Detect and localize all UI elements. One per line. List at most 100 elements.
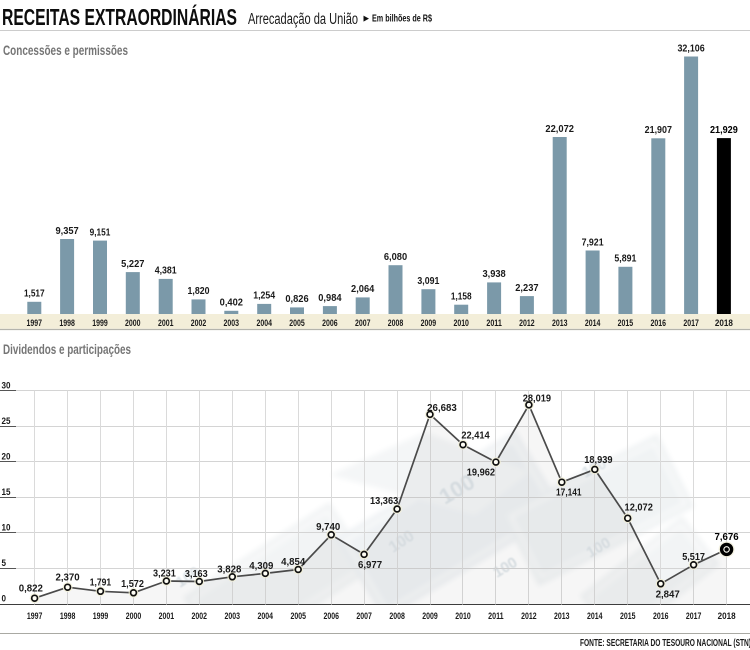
svg-text:2015: 2015 [618, 318, 634, 328]
svg-text:2010: 2010 [455, 611, 471, 621]
svg-text:2004: 2004 [256, 318, 272, 328]
svg-text:3,091: 3,091 [417, 276, 439, 287]
svg-text:1997: 1997 [27, 318, 43, 328]
svg-text:25: 25 [2, 416, 11, 426]
svg-text:6,080: 6,080 [384, 252, 408, 263]
svg-text:2,370: 2,370 [56, 573, 80, 584]
svg-text:1998: 1998 [60, 611, 76, 621]
svg-text:21,907: 21,907 [645, 125, 673, 136]
svg-text:1,254: 1,254 [253, 291, 275, 302]
svg-text:3,938: 3,938 [482, 269, 506, 280]
svg-text:2001: 2001 [158, 318, 174, 328]
svg-text:26,683: 26,683 [427, 403, 457, 414]
svg-text:2003: 2003 [224, 318, 240, 328]
svg-text:1997: 1997 [27, 611, 43, 621]
svg-text:17,141: 17,141 [556, 488, 582, 499]
svg-text:22,072: 22,072 [545, 124, 574, 135]
svg-text:30: 30 [2, 380, 11, 390]
svg-text:3,828: 3,828 [217, 565, 241, 576]
svg-text:10: 10 [2, 522, 11, 532]
svg-text:9,151: 9,151 [90, 227, 111, 238]
svg-text:7,921: 7,921 [582, 237, 604, 248]
svg-text:0,822: 0,822 [19, 584, 43, 595]
svg-text:0,402: 0,402 [220, 298, 244, 309]
svg-text:1,791: 1,791 [90, 577, 112, 588]
svg-text:15: 15 [2, 487, 11, 497]
svg-text:20: 20 [2, 451, 11, 461]
svg-text:2001: 2001 [159, 611, 175, 621]
svg-text:2002: 2002 [191, 318, 207, 328]
svg-text:RECEITAS EXTRAORDINÁRIAS: RECEITAS EXTRAORDINÁRIAS [2, 3, 237, 30]
svg-text:1998: 1998 [59, 318, 75, 328]
svg-text:28,019: 28,019 [523, 393, 552, 404]
svg-text:2003: 2003 [225, 611, 241, 621]
svg-text:1,572: 1,572 [121, 579, 144, 590]
svg-text:32,106: 32,106 [677, 43, 705, 54]
svg-text:0: 0 [2, 594, 7, 604]
svg-text:2,847: 2,847 [656, 589, 680, 600]
svg-text:Em bilhões de R$: Em bilhões de R$ [372, 14, 432, 25]
svg-text:2017: 2017 [683, 318, 699, 328]
svg-text:2005: 2005 [290, 611, 306, 621]
svg-text:4,854: 4,854 [281, 557, 305, 568]
svg-text:2018: 2018 [715, 318, 733, 328]
svg-text:2004: 2004 [258, 611, 274, 621]
svg-text:Arrecadação da União: Arrecadação da União [248, 11, 358, 28]
svg-text:2013: 2013 [552, 318, 568, 328]
svg-text:2017: 2017 [686, 611, 702, 621]
svg-text:0,826: 0,826 [285, 294, 309, 305]
svg-text:2010: 2010 [453, 318, 469, 328]
svg-text:2,237: 2,237 [515, 283, 539, 294]
svg-text:Concessões e permissões: Concessões e permissões [3, 42, 128, 58]
svg-text:2008: 2008 [389, 611, 405, 621]
svg-text:1,820: 1,820 [188, 286, 210, 297]
svg-text:1,158: 1,158 [451, 292, 472, 303]
svg-text:4,309: 4,309 [249, 561, 273, 572]
svg-text:2009: 2009 [421, 318, 437, 328]
svg-text:9,740: 9,740 [316, 522, 340, 533]
svg-text:3,163: 3,163 [185, 569, 208, 580]
svg-text:21,929: 21,929 [710, 125, 738, 136]
svg-text:2006: 2006 [323, 611, 339, 621]
svg-text:9,357: 9,357 [55, 226, 79, 237]
svg-text:5: 5 [2, 558, 7, 568]
svg-text:2006: 2006 [322, 318, 338, 328]
svg-text:5,891: 5,891 [614, 254, 636, 265]
svg-text:4,381: 4,381 [155, 266, 177, 277]
svg-text:2,064: 2,064 [351, 284, 375, 295]
svg-text:2018: 2018 [718, 611, 736, 621]
svg-text:2016: 2016 [651, 318, 667, 328]
svg-text:19,962: 19,962 [467, 468, 496, 479]
svg-text:1999: 1999 [93, 611, 109, 621]
svg-text:22,414: 22,414 [461, 430, 490, 441]
svg-text:2011: 2011 [488, 611, 504, 621]
svg-text:3,231: 3,231 [153, 569, 176, 580]
svg-text:2007: 2007 [356, 611, 372, 621]
svg-text:2014: 2014 [587, 611, 603, 621]
svg-text:6,977: 6,977 [358, 560, 382, 571]
svg-text:2009: 2009 [422, 611, 438, 621]
svg-text:1999: 1999 [92, 318, 108, 328]
svg-text:2005: 2005 [289, 318, 305, 328]
svg-text:Dividendos e participações: Dividendos e participações [3, 341, 131, 357]
svg-text:2008: 2008 [388, 318, 404, 328]
svg-text:2002: 2002 [192, 611, 208, 621]
svg-text:2000: 2000 [126, 611, 142, 621]
svg-text:2016: 2016 [653, 611, 669, 621]
svg-text:2000: 2000 [125, 318, 141, 328]
svg-text:2014: 2014 [585, 318, 601, 328]
svg-text:5,227: 5,227 [121, 259, 145, 270]
svg-text:2012: 2012 [521, 611, 537, 621]
svg-text:2011: 2011 [486, 318, 502, 328]
svg-text:2012: 2012 [519, 318, 535, 328]
svg-text:2013: 2013 [554, 611, 570, 621]
svg-text:2015: 2015 [620, 611, 636, 621]
svg-text:12,072: 12,072 [625, 503, 654, 514]
svg-text:18,939: 18,939 [584, 455, 613, 466]
svg-text:1,517: 1,517 [24, 289, 45, 300]
svg-text:5,517: 5,517 [682, 552, 705, 563]
svg-text:13,363: 13,363 [370, 496, 399, 507]
svg-text:7,676: 7,676 [715, 532, 739, 543]
svg-text:2007: 2007 [355, 318, 371, 328]
svg-text:0,984: 0,984 [318, 293, 342, 304]
